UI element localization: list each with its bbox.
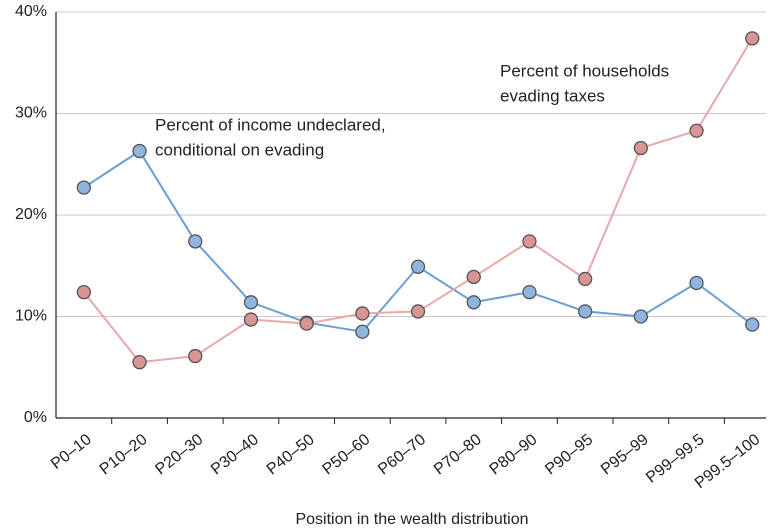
point — [466, 269, 481, 285]
x-tick-label: P50–60 — [319, 431, 373, 478]
y-tick-label: 10% — [15, 308, 47, 325]
point — [132, 355, 147, 370]
point — [299, 316, 314, 331]
x-tick-label: P60–70 — [375, 431, 429, 478]
point — [522, 284, 537, 300]
point — [689, 275, 704, 291]
x-tick-label: P30–40 — [208, 431, 262, 478]
point — [76, 284, 91, 300]
point — [410, 304, 426, 319]
point — [76, 180, 91, 195]
point — [522, 234, 537, 249]
x-tick-label: P70–80 — [431, 431, 485, 478]
x-tick-label: P90–95 — [542, 431, 596, 478]
point — [243, 312, 259, 327]
point — [745, 31, 760, 46]
y-tick-label: 40% — [15, 3, 47, 20]
annotation: evading taxes — [500, 86, 605, 105]
point — [745, 317, 760, 332]
y-tick-label: 20% — [15, 206, 47, 223]
x-axis-title: Position in the wealth distribution — [295, 511, 528, 528]
point — [188, 234, 203, 249]
annotation: Percent of income undeclared, — [155, 115, 386, 134]
y-tick-label: 0% — [24, 409, 47, 426]
point — [466, 295, 481, 310]
point — [132, 143, 147, 159]
point — [410, 259, 426, 274]
point — [355, 324, 370, 339]
point — [578, 271, 593, 287]
point — [633, 140, 648, 156]
point — [689, 123, 704, 138]
point — [243, 295, 259, 310]
point — [188, 348, 203, 364]
x-tick-label: P0–10 — [48, 431, 95, 473]
x-tick-label: P10–20 — [97, 431, 151, 478]
x-tick-label: P95–99 — [598, 431, 652, 478]
point — [633, 309, 648, 324]
y-tick-label: 30% — [15, 105, 47, 122]
x-tick-label: P80–90 — [487, 431, 541, 478]
point — [355, 306, 370, 321]
x-tick-label: P20–30 — [152, 431, 206, 478]
annotation: Percent of households — [500, 61, 669, 80]
annotation: conditional on evading — [155, 140, 324, 159]
point — [578, 304, 593, 319]
x-tick-label: P40–50 — [264, 431, 318, 478]
